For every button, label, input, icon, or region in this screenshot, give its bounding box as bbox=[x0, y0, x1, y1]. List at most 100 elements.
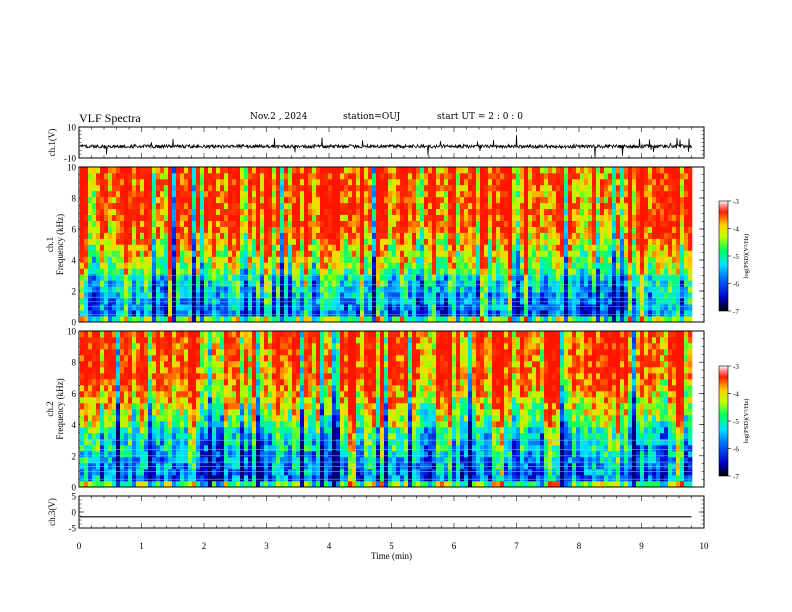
spectrogram-cell bbox=[480, 280, 485, 287]
spectrogram-cell bbox=[100, 397, 105, 404]
spectrogram-cell bbox=[144, 457, 149, 464]
spectrogram-cell bbox=[408, 244, 413, 251]
spectrogram-cell bbox=[504, 250, 509, 257]
spectrogram-cell bbox=[496, 220, 501, 227]
spectrogram-cell bbox=[96, 220, 101, 227]
spectrogram-cell bbox=[184, 262, 189, 269]
spectrogram-cell bbox=[392, 220, 397, 227]
spectrogram-cell bbox=[688, 232, 693, 239]
spectrogram-cell bbox=[336, 196, 341, 204]
spectrogram-cell bbox=[448, 220, 453, 227]
spectrogram-cell bbox=[92, 469, 97, 476]
spectrogram-cell bbox=[544, 292, 549, 299]
spectrogram-cell bbox=[272, 262, 277, 269]
spectrogram-cell bbox=[124, 373, 129, 380]
spectrogram-cell bbox=[448, 262, 453, 269]
spectrogram-cell bbox=[120, 292, 125, 299]
spectrogram-cell bbox=[604, 286, 609, 293]
spectrogram-cell bbox=[144, 367, 149, 374]
spectrogram-cell bbox=[432, 202, 437, 210]
spectrogram-cell bbox=[172, 268, 177, 275]
spectrogram-cell bbox=[320, 280, 325, 287]
spectrogram-cell bbox=[224, 167, 229, 174]
spectrogram-cell bbox=[352, 196, 357, 204]
spectrogram-cell bbox=[164, 238, 169, 245]
spectrogram-cell bbox=[140, 445, 145, 452]
spectrogram-cell bbox=[476, 196, 481, 204]
spectrogram-cell bbox=[128, 173, 133, 180]
spectrogram-cell bbox=[240, 280, 245, 287]
spectrogram-cell bbox=[528, 238, 533, 245]
spectrogram-cell bbox=[308, 316, 313, 323]
spectrogram-cell bbox=[96, 214, 101, 221]
spectrogram-cell bbox=[116, 451, 121, 458]
spectrogram-cell bbox=[352, 238, 357, 245]
spectrogram-cell bbox=[124, 379, 129, 386]
spectrogram-cell bbox=[356, 208, 361, 215]
spectrogram-cell bbox=[468, 196, 473, 204]
spectrogram-cell bbox=[152, 190, 157, 198]
spectrogram-cell bbox=[348, 298, 353, 305]
spectrogram-cell bbox=[88, 337, 93, 344]
spectrogram-cell bbox=[148, 361, 153, 368]
spectrogram-cell bbox=[120, 403, 125, 410]
spectrogram-cell bbox=[296, 238, 301, 245]
spectrogram-cell bbox=[592, 280, 597, 287]
spectrogram-cell bbox=[152, 226, 157, 233]
spectrogram-cell bbox=[616, 167, 621, 174]
spectrogram-cell bbox=[512, 310, 517, 317]
spectrogram-cell bbox=[84, 167, 89, 174]
spectrogram-cell bbox=[324, 238, 329, 245]
spectrogram-cell bbox=[240, 214, 245, 221]
spectrogram-cell bbox=[152, 373, 157, 380]
spectrogram-cell bbox=[396, 292, 401, 299]
spectrogram-cell bbox=[552, 238, 557, 245]
spectrogram-cell bbox=[548, 220, 553, 227]
spectrogram-cell bbox=[684, 304, 689, 311]
spectrogram-cell bbox=[664, 274, 669, 281]
spectrogram-cell bbox=[684, 220, 689, 227]
spectrogram-cell bbox=[436, 226, 441, 233]
spectrogram-cell bbox=[628, 167, 633, 174]
spectrogram-cell bbox=[596, 292, 601, 299]
spectrogram-cell bbox=[384, 310, 389, 317]
spectrogram-cell bbox=[688, 298, 693, 305]
spectrogram-cell bbox=[640, 226, 645, 233]
spectrogram-cell bbox=[376, 184, 381, 192]
spectrogram-cell bbox=[508, 184, 513, 192]
spectrogram-cell bbox=[416, 232, 421, 239]
spectrogram-cell bbox=[160, 226, 165, 233]
spectrogram-cell bbox=[524, 173, 529, 180]
spectrogram-cell bbox=[624, 250, 629, 257]
spectrogram-cell bbox=[560, 178, 565, 186]
spectrogram-cell bbox=[260, 220, 265, 227]
spectrogram-cell bbox=[88, 481, 93, 488]
spectrogram-cell bbox=[632, 244, 637, 251]
spectrogram-cell bbox=[152, 457, 157, 464]
spectrogram-cell bbox=[236, 286, 241, 293]
spectrogram-cell bbox=[124, 292, 129, 299]
spectrogram-cell bbox=[416, 190, 421, 198]
spectrogram-cell bbox=[88, 373, 93, 380]
spectrogram-cell bbox=[316, 280, 321, 287]
spectrogram-cell bbox=[688, 268, 693, 275]
spectrogram-cell bbox=[364, 280, 369, 287]
spectrogram-cell bbox=[368, 316, 373, 323]
spectrogram-cell bbox=[168, 167, 173, 174]
spectrogram-cell bbox=[536, 262, 541, 269]
spectrogram-cell bbox=[556, 196, 561, 204]
spectrogram-cell bbox=[116, 373, 121, 380]
spectrogram-cell bbox=[304, 256, 309, 263]
spectrogram-cell bbox=[92, 421, 97, 428]
spectrogram-cell bbox=[116, 304, 121, 311]
spectrogram-cell bbox=[408, 167, 413, 174]
spectrogram-cell bbox=[572, 298, 577, 305]
spectrogram-cell bbox=[220, 190, 225, 198]
spectrogram-cell bbox=[552, 298, 557, 305]
spectrogram-cell bbox=[408, 250, 413, 257]
spectrogram-cell bbox=[536, 250, 541, 257]
spectrogram-cell bbox=[408, 262, 413, 269]
spectrogram-cell bbox=[680, 232, 685, 239]
spectrogram-cell bbox=[256, 232, 261, 239]
spectrogram-cell bbox=[576, 167, 581, 174]
